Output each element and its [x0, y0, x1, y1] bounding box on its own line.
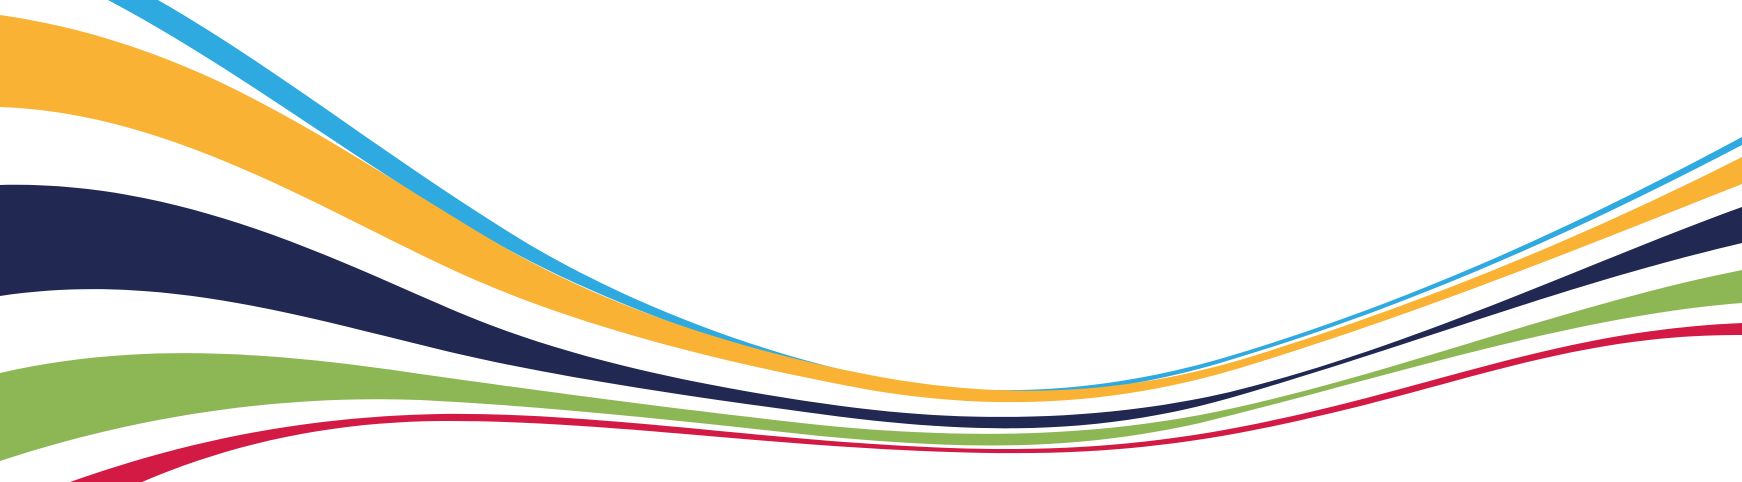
blue-wave-band: [108, 0, 1742, 395]
green-wave-band: [0, 270, 1742, 461]
navy-wave-band: [0, 184, 1742, 429]
orange-wave-band: [0, 15, 1742, 403]
red-wave-band: [70, 323, 1742, 482]
